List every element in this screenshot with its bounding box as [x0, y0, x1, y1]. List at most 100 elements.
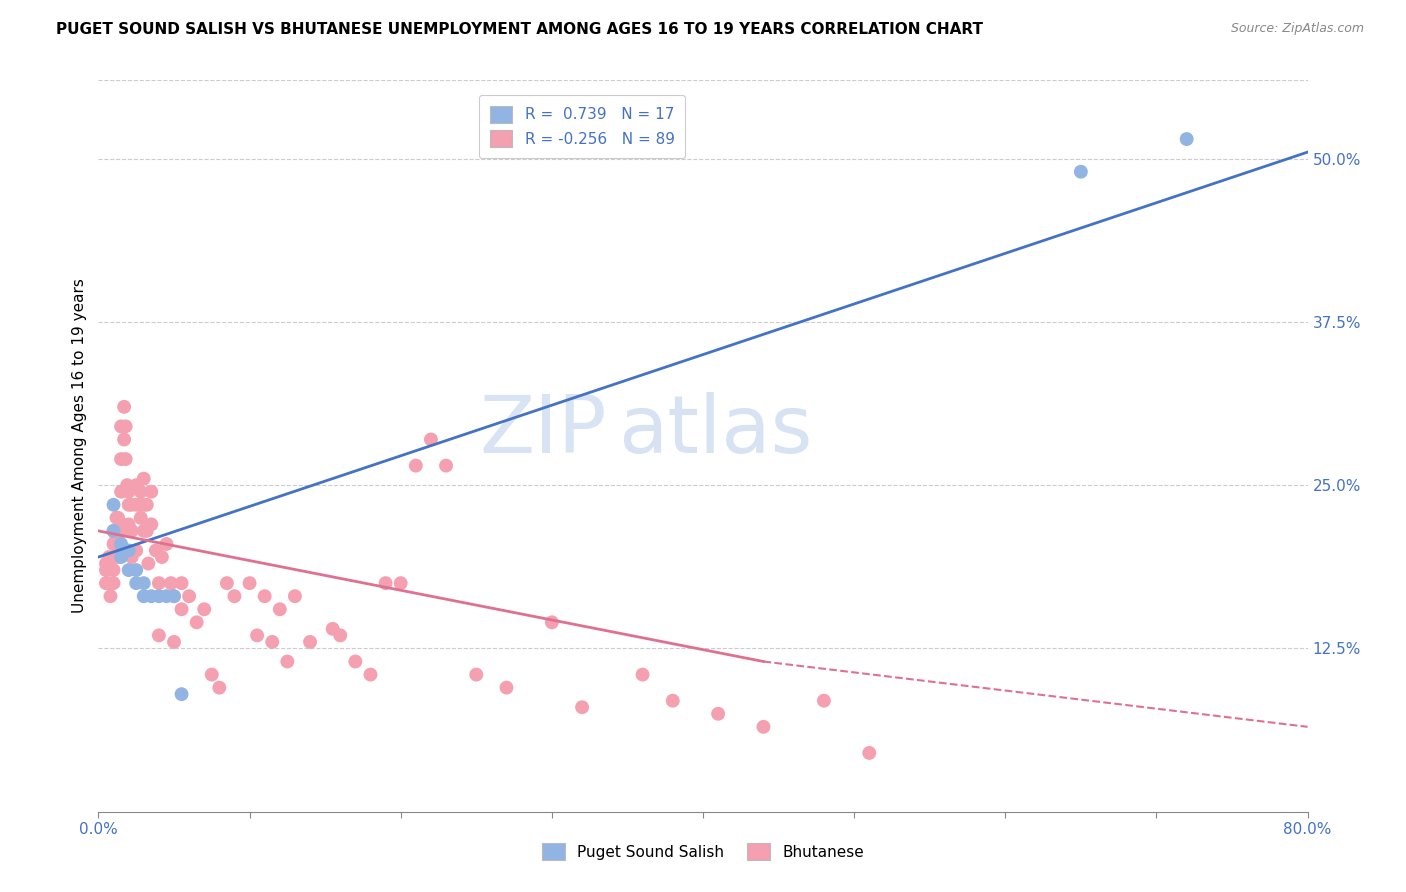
Point	[103, 563, 125, 577]
Point	[105, 511, 128, 525]
Point	[299, 635, 322, 649]
Point	[129, 484, 152, 499]
Point	[114, 419, 136, 434]
Point	[631, 667, 654, 681]
Point	[132, 589, 155, 603]
Point	[94, 576, 117, 591]
Point	[160, 576, 183, 591]
Point	[170, 576, 193, 591]
Point	[115, 478, 138, 492]
Point	[103, 576, 125, 591]
Point	[103, 549, 125, 564]
Point	[110, 419, 132, 434]
Point	[132, 524, 155, 538]
Point	[1070, 165, 1092, 179]
Point	[132, 576, 155, 591]
Point	[125, 498, 148, 512]
Point	[125, 543, 148, 558]
Point	[141, 484, 163, 499]
Text: atlas: atlas	[619, 392, 813, 470]
Point	[114, 452, 136, 467]
Point	[107, 511, 129, 525]
Point	[269, 602, 291, 616]
Point	[148, 628, 170, 642]
Point	[125, 576, 148, 591]
Point	[121, 524, 143, 538]
Y-axis label: Unemployment Among Ages 16 to 19 years: Unemployment Among Ages 16 to 19 years	[72, 278, 87, 614]
Point	[163, 589, 186, 603]
Point	[103, 498, 125, 512]
Point	[389, 576, 412, 591]
Point	[662, 694, 685, 708]
Point	[208, 681, 231, 695]
Point	[112, 433, 135, 447]
Point	[253, 589, 276, 603]
Point	[128, 498, 150, 512]
Point	[129, 511, 152, 525]
Point	[141, 589, 163, 603]
Point	[1175, 132, 1198, 146]
Point	[125, 478, 148, 492]
Point	[121, 498, 143, 512]
Point	[110, 549, 132, 564]
Point	[262, 635, 284, 649]
Point	[420, 433, 443, 447]
Point	[107, 549, 129, 564]
Point	[94, 557, 117, 571]
Point	[118, 484, 141, 499]
Point	[405, 458, 427, 473]
Point	[360, 667, 382, 681]
Point	[132, 472, 155, 486]
Point	[465, 667, 488, 681]
Point	[224, 589, 246, 603]
Point	[813, 694, 835, 708]
Point	[163, 635, 186, 649]
Legend: Puget Sound Salish, Bhutanese: Puget Sound Salish, Bhutanese	[536, 838, 870, 866]
Point	[170, 687, 193, 701]
Point	[163, 589, 186, 603]
Point	[111, 517, 134, 532]
Point	[103, 537, 125, 551]
Point	[374, 576, 396, 591]
Point	[100, 589, 122, 603]
Point	[118, 563, 141, 577]
Point	[707, 706, 730, 721]
Point	[118, 543, 141, 558]
Point	[571, 700, 593, 714]
Point	[155, 537, 177, 551]
Point	[179, 589, 201, 603]
Point	[322, 622, 344, 636]
Point	[135, 498, 157, 512]
Point	[148, 576, 170, 591]
Point	[103, 524, 125, 538]
Point	[186, 615, 208, 630]
Text: ZIP: ZIP	[479, 392, 606, 470]
Point	[125, 563, 148, 577]
Point	[329, 628, 352, 642]
Point	[540, 615, 562, 630]
Point	[201, 667, 224, 681]
Point	[118, 517, 141, 532]
Point	[110, 537, 132, 551]
Point	[110, 484, 132, 499]
Point	[94, 563, 117, 577]
Point	[141, 517, 163, 532]
Point	[495, 681, 517, 695]
Point	[98, 549, 121, 564]
Point	[150, 549, 173, 564]
Point	[284, 589, 307, 603]
Text: PUGET SOUND SALISH VS BHUTANESE UNEMPLOYMENT AMONG AGES 16 TO 19 YEARS CORRELATI: PUGET SOUND SALISH VS BHUTANESE UNEMPLOY…	[56, 22, 983, 37]
Point	[118, 498, 141, 512]
Text: Source: ZipAtlas.com: Source: ZipAtlas.com	[1230, 22, 1364, 36]
Point	[105, 530, 128, 544]
Point	[135, 524, 157, 538]
Point	[132, 498, 155, 512]
Point	[155, 589, 177, 603]
Point	[752, 720, 775, 734]
Point	[246, 628, 269, 642]
Point	[434, 458, 457, 473]
Point	[110, 452, 132, 467]
Point	[276, 655, 298, 669]
Point	[103, 524, 125, 538]
Point	[170, 602, 193, 616]
